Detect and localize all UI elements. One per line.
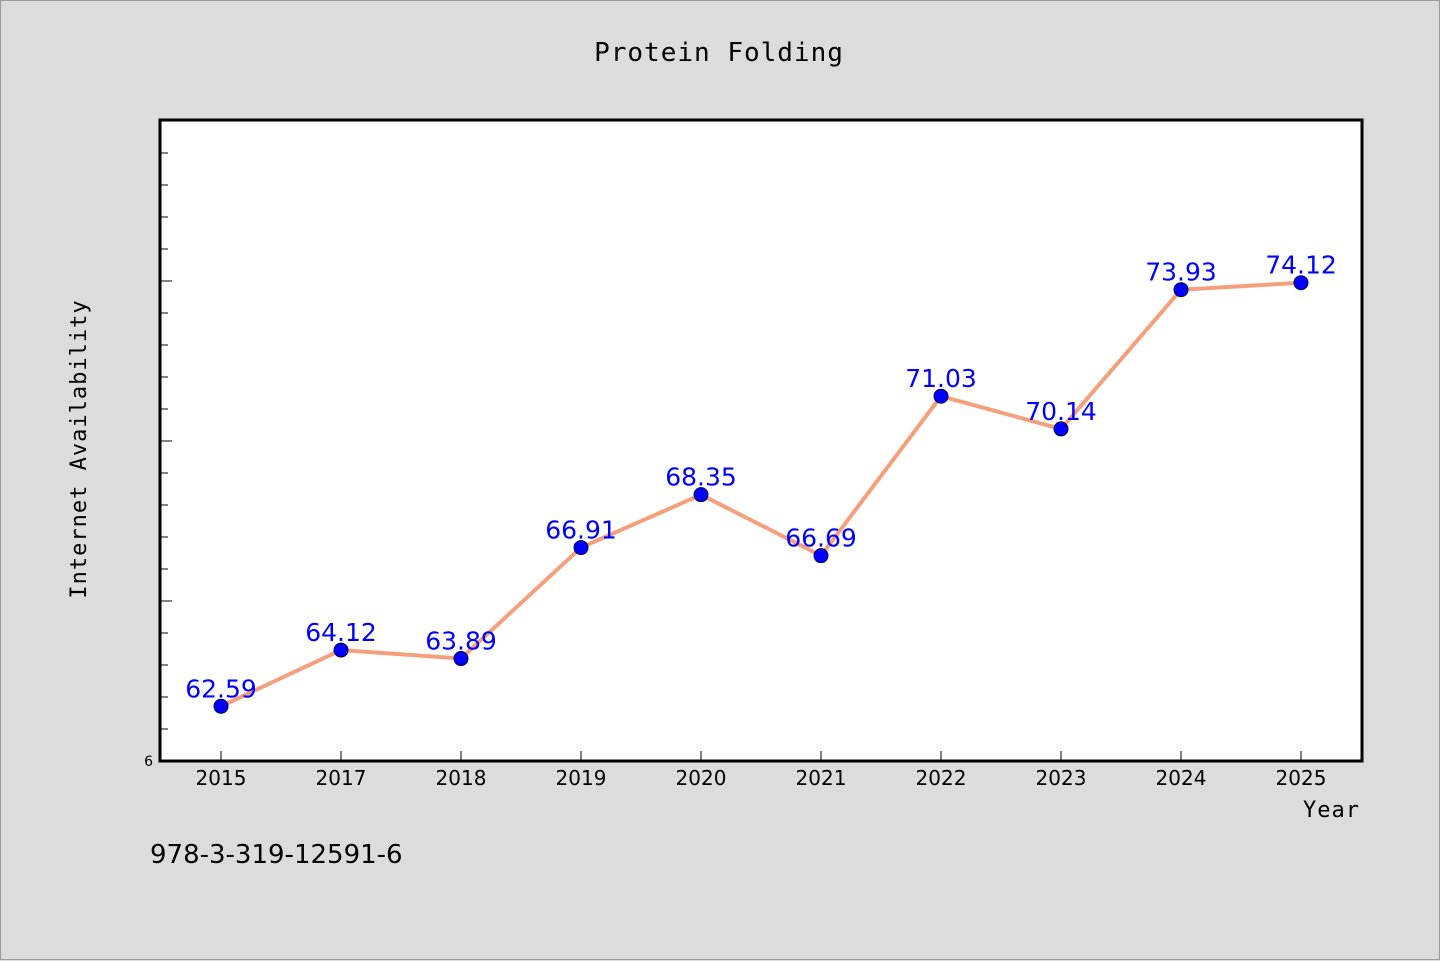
y-axis-label: Internet Availability (67, 299, 92, 598)
x-tick-label: 2020 (676, 766, 727, 790)
x-axis-label: Year (1303, 798, 1360, 823)
data-label: 63.89 (425, 627, 497, 656)
chart-title: Protein Folding (594, 38, 844, 68)
data-labels: 62.59 64.12 63.89 66.91 68.35 66.69 71.03 70.14… (185, 251, 1337, 704)
data-label: 66.69 (785, 524, 857, 553)
data-label: 64.12 (305, 618, 377, 647)
data-point (1293, 275, 1309, 291)
x-tick-label: 2022 (916, 766, 967, 790)
data-point (933, 388, 949, 404)
data-label: 68.35 (665, 463, 737, 492)
y-tick-label: 6 (144, 754, 153, 770)
data-label: 74.12 (1265, 251, 1337, 280)
data-point (573, 540, 589, 556)
data-point (1173, 282, 1189, 298)
series-markers (213, 275, 1309, 714)
x-axis-ticks (220, 751, 1302, 761)
x-tick-label: 2024 (1156, 766, 1207, 790)
footnote-isbn: 978-3-319-12591-6 (150, 840, 403, 870)
data-point (453, 651, 469, 667)
x-tick-label: 2018 (436, 766, 487, 790)
x-tick-label: 2023 (1036, 766, 1087, 790)
y-axis-ticks (160, 152, 172, 730)
series-line-group (220, 280, 1302, 709)
data-point (213, 698, 229, 714)
data-label: 71.03 (905, 364, 977, 393)
x-tick-label: 2025 (1276, 766, 1327, 790)
data-label: 62.59 (185, 674, 257, 703)
y-axis-tick-labels: 6 (144, 754, 153, 770)
data-label: 73.93 (1145, 258, 1217, 287)
x-tick-label: 2015 (196, 766, 247, 790)
x-tick-label: 2021 (796, 766, 847, 790)
data-label: 66.91 (545, 516, 617, 545)
x-tick-label: 2017 (316, 766, 367, 790)
x-axis-tick-labels: 2015 2017 2018 2019 2020 2021 2022 2023 2024 2025 (196, 766, 1327, 790)
data-point (333, 642, 349, 658)
data-point (693, 487, 709, 503)
data-point (813, 548, 829, 564)
series-line (220, 280, 1302, 709)
data-point (1053, 421, 1069, 437)
plot-area (158, 118, 1364, 763)
x-tick-label: 2019 (556, 766, 607, 790)
data-label: 70.14 (1025, 397, 1097, 426)
